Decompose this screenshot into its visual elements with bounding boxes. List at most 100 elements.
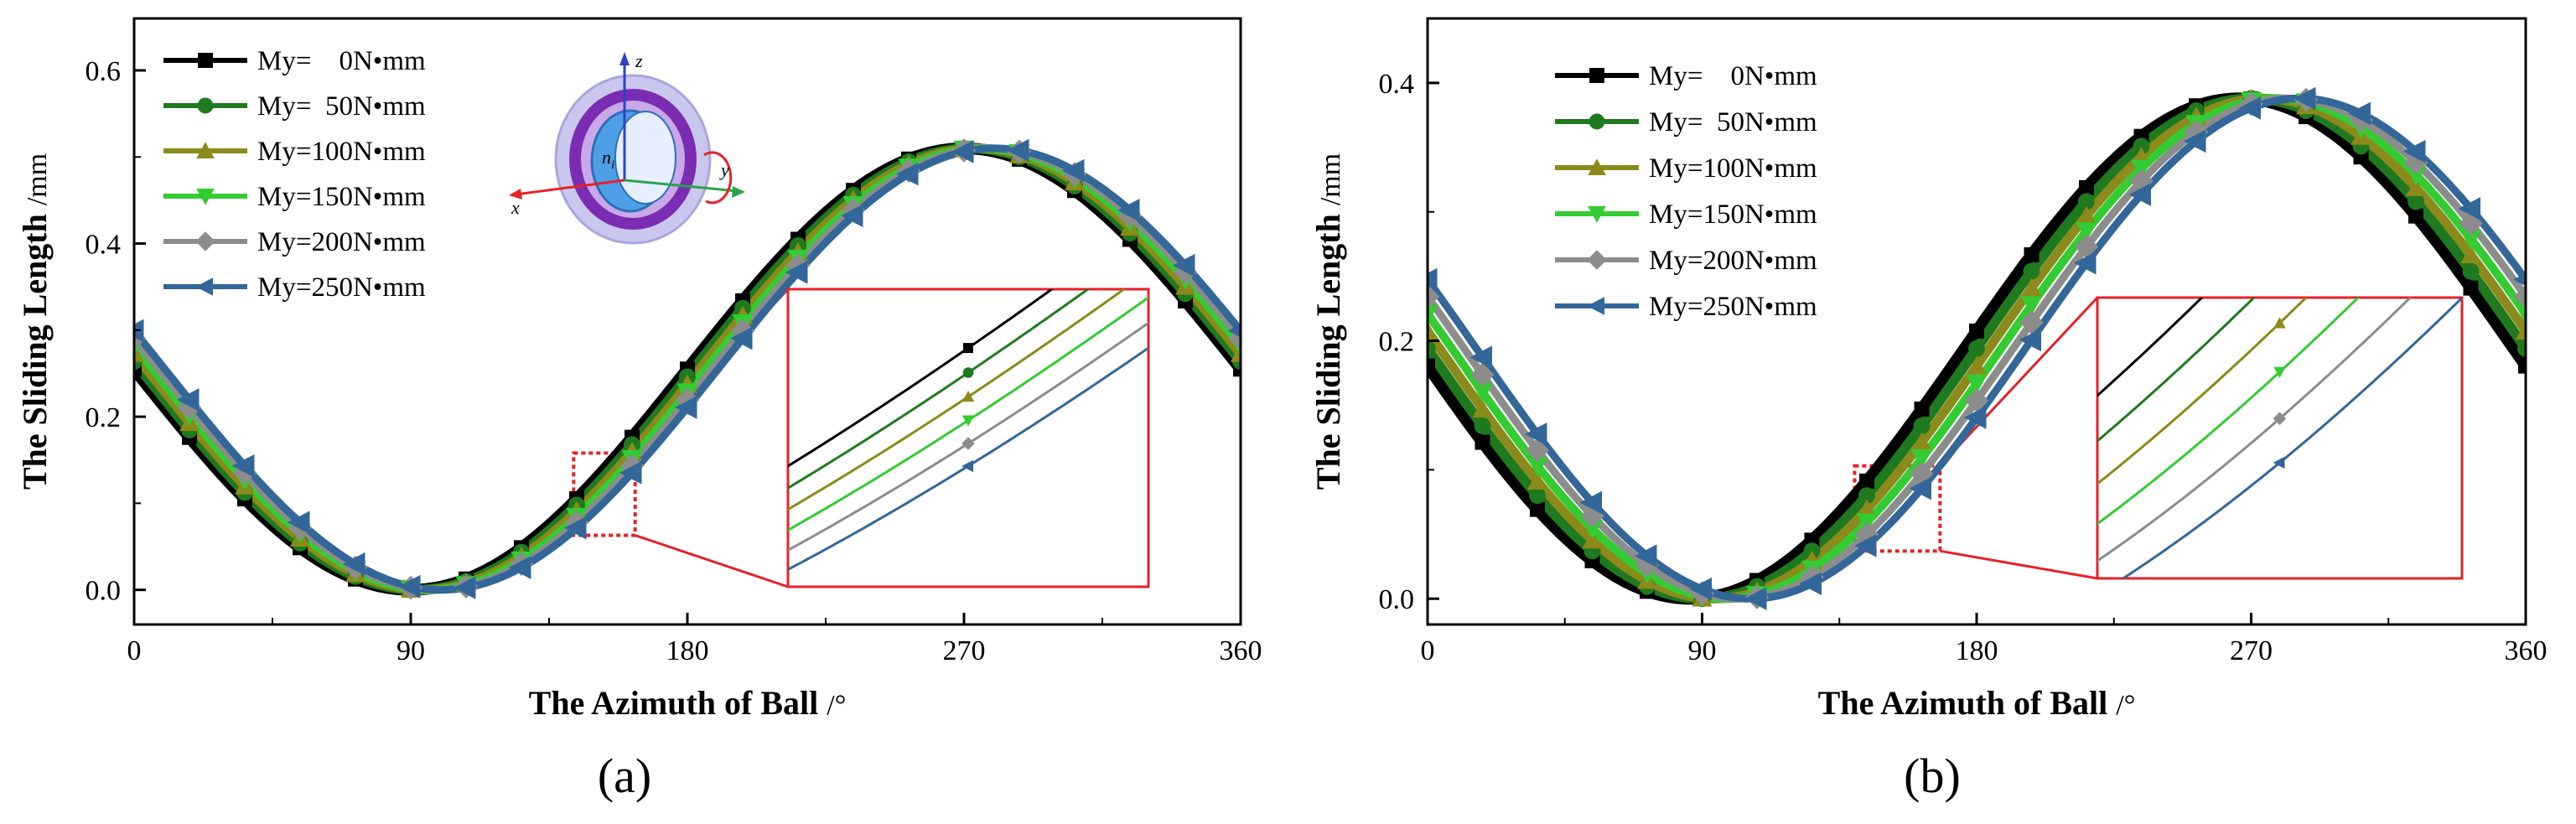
x-tick-label: 180	[666, 635, 709, 666]
x-axis-arrowhead	[509, 189, 522, 200]
data-point	[2076, 222, 2097, 242]
data-point	[1635, 544, 1657, 568]
data-point	[2076, 205, 2097, 225]
data-point	[232, 453, 255, 478]
inset-data-point	[2273, 317, 2286, 329]
data-point	[1428, 284, 1440, 309]
data-point	[1428, 304, 1438, 324]
inset-data-point	[2273, 456, 2285, 469]
data-point	[1910, 449, 1933, 469]
data-point	[2406, 177, 2426, 196]
y-tick-label: 0.6	[86, 56, 122, 87]
data-point	[343, 552, 365, 576]
y-axis-arrow	[624, 179, 739, 193]
data-point	[2019, 310, 2044, 334]
data-point	[2403, 139, 2426, 163]
data-point	[2460, 245, 2481, 264]
zoom-connector	[1940, 549, 2098, 580]
inset-series-line-0	[2097, 298, 2204, 397]
zoom-region-box	[1853, 464, 1942, 553]
legend-marker	[196, 189, 215, 205]
data-point	[2133, 137, 2150, 155]
inset-data-point	[962, 367, 974, 378]
tilt-moment-arrow	[703, 151, 733, 205]
data-point	[2023, 262, 2040, 280]
data-point	[1471, 383, 1494, 403]
x-tick-label: 0	[1421, 635, 1435, 666]
legend-marker	[1587, 250, 1607, 270]
data-point	[675, 396, 697, 419]
data-point	[2408, 193, 2424, 210]
x-tick-label: 90	[397, 635, 425, 666]
data-point	[2074, 235, 2099, 259]
data-point	[2517, 339, 2526, 357]
data-point	[2348, 101, 2371, 126]
data-point	[2408, 208, 2423, 224]
data-point	[1525, 422, 1547, 446]
data-point	[1914, 402, 1930, 417]
x-tick-label: 360	[2505, 635, 2547, 666]
data-point	[177, 388, 200, 412]
data-point	[1428, 339, 1436, 357]
legend-marker	[1589, 113, 1605, 130]
x-tick-label: 90	[1688, 635, 1717, 666]
data-point	[619, 461, 642, 485]
inset-data-point	[963, 343, 973, 354]
chart-panel-a: 0 90 180 270 360 0.0 0.2 0.4 0.6 The Azimuth of B…	[16, 17, 1262, 803]
legend-marker	[197, 97, 214, 114]
data-point	[2024, 247, 2040, 263]
data-point	[1469, 345, 1492, 370]
data-point	[896, 162, 919, 186]
legend-label: My= 50N•mm	[257, 91, 426, 122]
legend-entry: My=100N•mm	[1555, 153, 1817, 184]
y-tick-label: 0.4	[1379, 69, 1415, 100]
data-point	[509, 556, 531, 579]
x-axis-title: The Azimuth of Ball /°	[529, 684, 847, 722]
data-point	[785, 261, 808, 284]
panel-label: (b)	[1904, 749, 1961, 803]
inset-data-point	[961, 437, 975, 450]
data-point	[1913, 417, 1931, 434]
data-point	[1911, 432, 1932, 451]
x-tick-label: 180	[1956, 635, 1998, 666]
data-point	[1428, 320, 1438, 339]
data-point	[1859, 473, 1874, 489]
zoom-connector	[635, 534, 789, 588]
legend-marker	[1588, 206, 1606, 223]
legend-marker	[195, 277, 213, 296]
legend-marker	[1588, 158, 1606, 175]
x-axis-title: The Azimuth of Ball /°	[1818, 684, 2136, 722]
data-point	[951, 140, 974, 163]
legend-marker	[1589, 68, 1604, 83]
zoom-inset-b	[2096, 296, 2464, 580]
y-axis-arrowhead	[732, 186, 745, 198]
inset-data-point	[961, 391, 975, 402]
legend-entry: My=200N•mm	[163, 227, 426, 257]
data-point	[1173, 253, 1195, 277]
data-point	[2184, 129, 2206, 153]
data-point	[1799, 572, 1822, 596]
data-point	[730, 326, 753, 350]
data-point	[1428, 267, 1438, 292]
data-point	[1854, 534, 1877, 557]
z-axis-arrowhead	[619, 52, 630, 65]
data-point	[1964, 388, 1989, 413]
data-point	[2459, 230, 2482, 250]
x-axis-label: x	[511, 197, 520, 218]
data-point	[1966, 374, 1988, 394]
data-point	[177, 395, 202, 420]
series-group-b	[1428, 86, 2526, 610]
y-tick-label: 0.2	[86, 402, 122, 433]
inset-data-point	[961, 459, 973, 473]
data-point	[1969, 323, 1984, 339]
y-axis-title: The Sliding Length /mm	[1309, 153, 1347, 490]
data-point	[2463, 280, 2479, 296]
legend-entry: My=150N•mm	[163, 182, 426, 212]
legend-marker	[196, 142, 215, 158]
data-point	[1062, 158, 1085, 183]
legend-a: My= 0N•mm My= 50N•mm My=100N•mm My=150N•mm M…	[163, 46, 426, 303]
data-point	[785, 253, 811, 277]
data-point	[1689, 577, 1712, 601]
series-group-a	[134, 138, 1241, 600]
zoom-inset-frame	[2096, 296, 2464, 580]
